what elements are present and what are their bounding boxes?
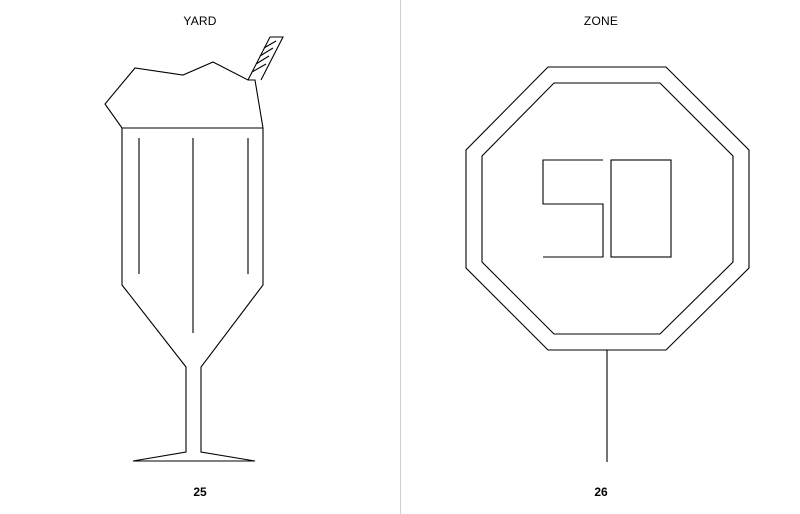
sign-inner-octagon xyxy=(481,82,734,335)
page-number: 25 xyxy=(193,485,207,499)
right-page: ZONE 26 xyxy=(401,0,800,514)
sign-outer-octagon xyxy=(465,66,750,351)
straw-stripe xyxy=(259,47,274,57)
milkshake-glass-illustration xyxy=(104,36,284,462)
left-page: YARD 25 xyxy=(183,14,217,499)
whipped-cream xyxy=(104,61,264,129)
straw-stripe xyxy=(263,40,277,49)
straw-stripe xyxy=(255,55,270,65)
straw xyxy=(247,36,284,81)
glass-bowl xyxy=(121,128,264,462)
page-number: 26 xyxy=(594,485,608,499)
page-word: YARD xyxy=(183,14,217,28)
sign-digit-zero xyxy=(610,159,672,258)
page-divider xyxy=(400,0,401,514)
page-word: ZONE xyxy=(583,14,619,28)
speed-limit-sign-illustration xyxy=(465,66,750,462)
sign-digit-five xyxy=(542,159,604,258)
straw-stripe xyxy=(251,63,267,73)
